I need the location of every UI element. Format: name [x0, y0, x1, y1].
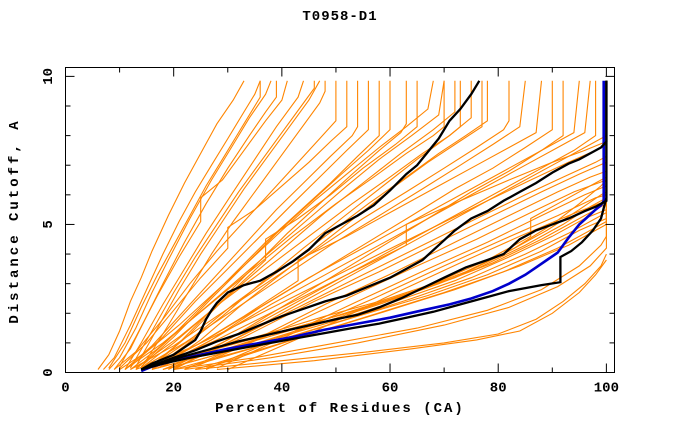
server-models-curve: [130, 80, 510, 370]
server-models-curve: [184, 227, 607, 371]
server-models-curve: [173, 80, 607, 371]
plot-border: [65, 67, 615, 373]
server-models-curve: [113, 80, 337, 370]
x-tick-label: 60: [382, 381, 399, 397]
server-models-curve: [178, 80, 607, 368]
server-models-curve: [168, 80, 597, 370]
server-models-curve: [124, 80, 359, 370]
server-models-curve: [162, 80, 553, 368]
server-models-curve: [97, 80, 245, 370]
x-tick-label: 80: [490, 381, 507, 397]
server-models-curve: [157, 80, 591, 369]
server-models-curve: [162, 80, 607, 371]
server-models-curve: [102, 80, 261, 370]
server-models-curve: [151, 80, 418, 368]
server-models-curve: [173, 80, 607, 369]
x-tick-label: 40: [273, 381, 290, 397]
server-models-curve: [168, 80, 607, 369]
server-models-curve: [135, 80, 380, 370]
highlighted-models-curve: [140, 80, 608, 371]
y-tick-label: 5: [41, 220, 57, 228]
y-tick-label: 0: [41, 368, 57, 376]
server-models-curve: [140, 80, 526, 369]
server-models-curve: [119, 80, 348, 369]
server-models-curve: [146, 80, 580, 370]
curves-layer: [97, 80, 608, 373]
server-models-curve: [108, 80, 272, 370]
server-models-curve: [135, 80, 321, 367]
server-models-curve: [119, 80, 434, 370]
server-models-curve: [124, 80, 445, 370]
x-tick-label: 0: [61, 381, 69, 397]
x-tick-label: 20: [165, 381, 182, 397]
highlighted-models-curve: [140, 80, 481, 371]
server-models-curve: [129, 80, 315, 369]
chart-title: T0958-D1: [302, 9, 378, 25]
server-models-curve: [108, 80, 261, 369]
server-models-curve: [151, 80, 607, 369]
server-models-curve: [140, 80, 391, 368]
server-models-curve: [195, 253, 607, 371]
server-models-curve: [146, 80, 488, 370]
server-models-curve: [124, 80, 305, 370]
server-models-curve: [157, 80, 607, 369]
highlighted-models-curve: [140, 80, 608, 371]
server-models-curve: [184, 80, 607, 371]
highlighted-models-curve: [140, 80, 608, 371]
server-models-curve: [140, 80, 326, 369]
x-axis-label: Percent of Residues (CA): [215, 401, 465, 417]
server-models-curve: [216, 259, 607, 371]
server-models-curve: [140, 80, 456, 369]
server-models-curve: [119, 80, 288, 367]
x-tick-label: 100: [594, 381, 619, 397]
server-models-curve: [130, 80, 369, 368]
y-tick-label: 10: [41, 68, 57, 85]
best-model-curve: [140, 80, 606, 373]
server-models-curve: [195, 80, 607, 368]
server-models-curve: [135, 80, 461, 369]
